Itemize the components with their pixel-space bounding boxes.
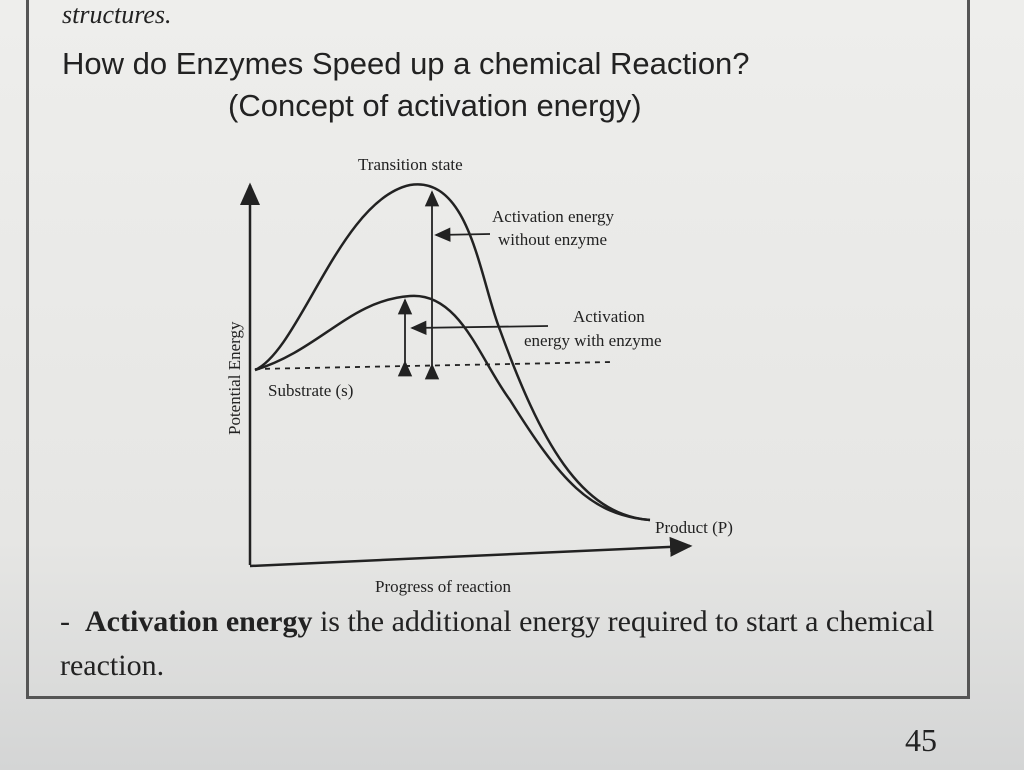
product-label: Product (P) bbox=[655, 518, 733, 537]
bullet-text: is the additional energy required to sta… bbox=[60, 605, 935, 682]
top-text: structures. bbox=[62, 0, 172, 29]
transition-state-label: Transition state bbox=[358, 155, 463, 174]
pointer-without-enzyme bbox=[434, 227, 491, 242]
label-line: energy with enzyme bbox=[524, 331, 662, 350]
content-box bbox=[26, 0, 970, 699]
curve-with-enzyme bbox=[254, 294, 651, 522]
y-axis-label: Potential Energy bbox=[225, 321, 244, 435]
label-line: Activation energy bbox=[492, 207, 614, 226]
bullet-term: Activation energy bbox=[85, 605, 313, 638]
label-line: Activation bbox=[573, 307, 645, 326]
bullet: - Activation energy is the additional en… bbox=[60, 600, 940, 688]
label-line: without enzyme bbox=[498, 230, 607, 249]
x-axis bbox=[249, 536, 693, 568]
page-number: 45 bbox=[905, 722, 937, 758]
substrate-level bbox=[254, 361, 613, 370]
subtitle: (Concept of activation energy) bbox=[228, 88, 642, 123]
title: How do Enzymes Speed up a chemical React… bbox=[62, 46, 750, 81]
pointer-with-enzyme bbox=[410, 320, 549, 335]
bullet-marker: - bbox=[60, 605, 70, 638]
substrate-label: Substrate (s) bbox=[268, 381, 353, 400]
x-axis-label: Progress of reaction bbox=[375, 577, 511, 596]
